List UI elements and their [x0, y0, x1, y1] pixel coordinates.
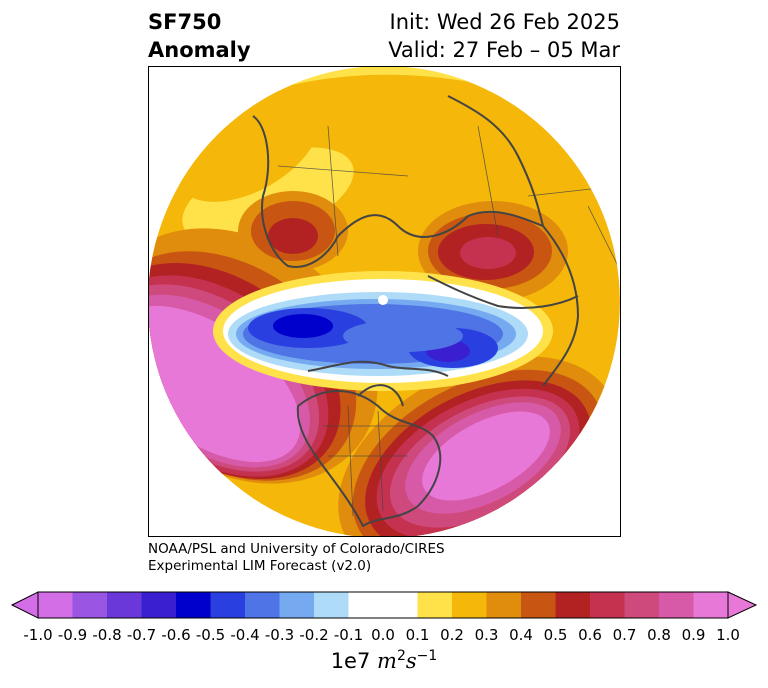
colorbar-bin: [693, 592, 729, 618]
colorbar-bin: [452, 592, 487, 618]
colorbar-tick-label: -0.4: [230, 626, 260, 644]
title-variable: SF750: [148, 10, 222, 34]
colorbar-bin: [279, 592, 315, 618]
colorbar-tick-label: 0.4: [509, 626, 533, 644]
colorbar-bin: [72, 592, 108, 618]
forecast-dates: Init: Wed 26 Feb 2025 Valid: 27 Feb – 05…: [388, 8, 620, 64]
units-scale: 1e7: [330, 649, 371, 673]
colorbar-tick-label: -0.2: [299, 626, 329, 644]
colorbar-bin: [383, 592, 418, 618]
colorbar-tick-label: -0.6: [161, 626, 191, 644]
colorbar-bin: [659, 592, 694, 618]
colorbar-tick-label: 0.1: [405, 626, 430, 644]
credit-text: NOAA/PSL and University of Colorado/CIRE…: [148, 541, 445, 575]
colorbar-frame: [37, 591, 729, 619]
colorbar-tick-label: -0.7: [126, 626, 157, 644]
colorbar-tick-label: 0.9: [681, 626, 706, 644]
colorbar-bin: [555, 592, 591, 618]
colorbar-bin: [624, 592, 660, 618]
colorbar: [10, 591, 758, 619]
colorbar-tick-label: 0.5: [543, 626, 568, 644]
colorbar-tick-label: 1.0: [716, 626, 740, 644]
colorbar-bin: [417, 592, 453, 618]
colorbar-bin: [141, 592, 177, 618]
colorbar-bin: [348, 592, 384, 618]
colorbar-bin: [245, 592, 280, 618]
colorbar-bin: [176, 592, 211, 618]
colorbar-tick-label: 0.0: [371, 626, 395, 644]
polar-map: [148, 66, 621, 537]
colorbar-extend-high: [727, 591, 758, 619]
colorbar-bin: [486, 592, 522, 618]
colorbar-bin: [314, 592, 349, 618]
colorbar-bin: [521, 592, 556, 618]
colorbar-tick-label: 0.6: [578, 626, 602, 644]
colorbar-tick-label: 0.7: [612, 626, 637, 644]
init-date: Init: Wed 26 Feb 2025: [389, 10, 620, 34]
colorbar-tick-label: -0.3: [264, 626, 295, 644]
colorbar-tick-label: -1.0: [23, 626, 53, 644]
credit-line-1: NOAA/PSL and University of Colorado/CIRE…: [148, 541, 445, 557]
colorbar-tick-label: 0.2: [440, 626, 464, 644]
colorbar-tick-label: -0.1: [333, 626, 364, 644]
colorbar-tick-label: -0.5: [195, 626, 226, 644]
colorbar-tick-label: -0.9: [57, 626, 88, 644]
colorbar-bin: [38, 592, 73, 618]
colorbar-tick-label: -0.8: [92, 626, 122, 644]
title-anomaly: Anomaly: [148, 38, 251, 62]
colorbar-tick-label: 0.8: [647, 626, 671, 644]
credit-line-2: Experimental LIM Forecast (v2.0): [148, 558, 372, 574]
colorbar-bin: [107, 592, 142, 618]
colorbar-bin: [210, 592, 246, 618]
colorbar-extend-low: [10, 591, 39, 619]
valid-range: Valid: 27 Feb – 05 Mar: [388, 38, 620, 62]
colorbar-units: 1e7 m2s−1: [330, 648, 438, 673]
map-title: SF750 Anomaly: [148, 8, 251, 64]
colorbar-bin: [590, 592, 625, 618]
anomaly-field: [148, 66, 620, 537]
colorbar-tick-label: 0.3: [474, 626, 499, 644]
